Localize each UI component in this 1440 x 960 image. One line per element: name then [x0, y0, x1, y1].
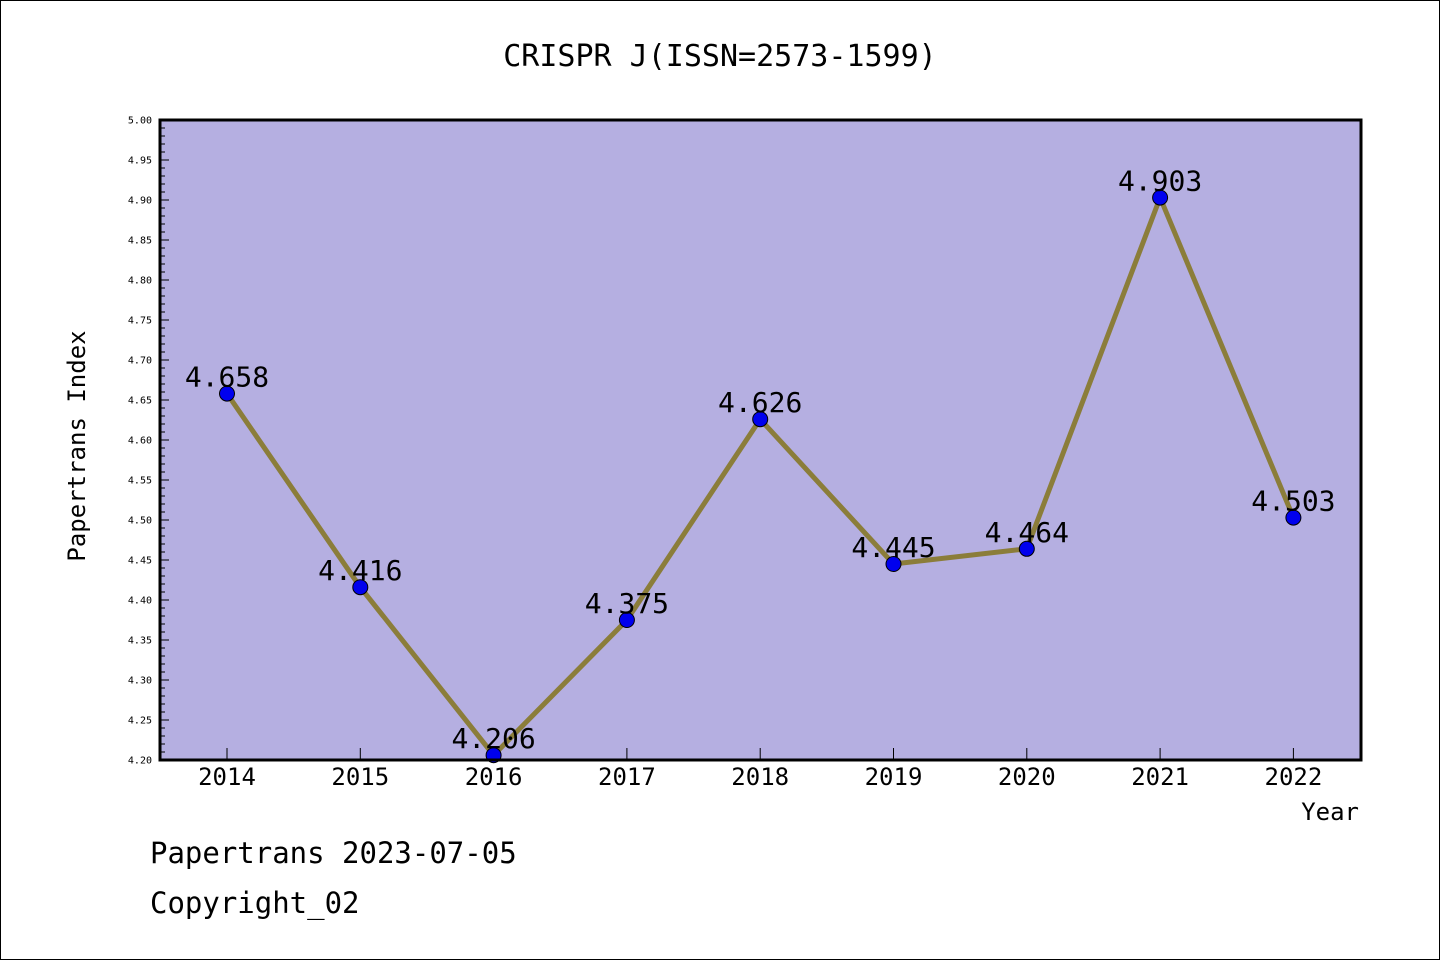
- y-axis-ticks: 4.20 4.25 4.30 4.35 4.40 4.45 4.50 4.55 4.60 4.65…: [128, 116, 169, 767]
- data-point: [1285, 509, 1302, 526]
- y-tick-label: 4.35: [128, 636, 152, 647]
- data-label: 4.375: [585, 587, 669, 620]
- data-label: 4.503: [1251, 485, 1335, 518]
- x-tick-label: 2015: [331, 763, 389, 791]
- data-point: [219, 385, 235, 402]
- plot-area: [160, 120, 1361, 760]
- data-labels: 4.658 4.416 4.206 4.375 4.626 4.445 4.464 4.903…: [185, 165, 1336, 756]
- y-axis-label: Papertrans Index: [63, 330, 91, 561]
- y-tick-label: 4.40: [128, 596, 152, 607]
- x-tick-label: 2014: [198, 763, 256, 791]
- data-label: 4.416: [318, 554, 402, 587]
- data-label: 4.658: [185, 361, 269, 394]
- data-point: [752, 411, 769, 428]
- x-tick-label: 2020: [998, 763, 1056, 791]
- x-tick-label: 2019: [865, 763, 923, 791]
- data-label: 4.206: [451, 722, 535, 755]
- data-point: [1152, 189, 1169, 206]
- x-axis-ticks: 2014 2015 2016 2017 2018 2019 2020 2021 2022: [198, 748, 1322, 791]
- footer-copyright-text: Copyright_02: [150, 886, 360, 920]
- y-tick-label: 4.90: [128, 196, 152, 207]
- footer-date-text: Papertrans 2023-07-05: [150, 836, 517, 870]
- y-tick-label: 4.95: [128, 156, 152, 167]
- x-tick-label: 2018: [731, 763, 789, 791]
- data-point: [885, 556, 902, 572]
- y-tick-label: 4.50: [128, 516, 152, 527]
- x-axis-label: Year: [1301, 798, 1359, 826]
- data-point: [618, 612, 635, 628]
- data-point: [1018, 540, 1035, 557]
- y-tick-label: 4.20: [128, 756, 152, 767]
- y-tick-label: 4.80: [128, 276, 152, 287]
- data-label: 4.903: [1118, 165, 1202, 198]
- y-tick-label: 4.55: [128, 476, 152, 487]
- data-point: [352, 579, 369, 596]
- y-tick-label: 4.45: [128, 556, 152, 567]
- plot-border: [158, 118, 1363, 762]
- y-tick-label: 4.30: [128, 676, 152, 687]
- x-tick-label: 2021: [1131, 763, 1189, 791]
- y-tick-label: 4.65: [128, 396, 152, 407]
- x-tick-label: 2022: [1265, 763, 1323, 791]
- data-markers: [219, 189, 1302, 764]
- y-tick-label: 5.00: [128, 116, 152, 127]
- y-tick-label: 4.25: [128, 716, 152, 727]
- x-tick-label: 2017: [598, 763, 656, 791]
- data-label: 4.464: [985, 516, 1069, 549]
- y-tick-label: 4.85: [128, 236, 152, 247]
- y-tick-label: 4.60: [128, 436, 152, 447]
- data-label: 4.626: [718, 386, 802, 419]
- data-label: 4.445: [851, 531, 935, 564]
- chart-title: CRISPR J(ISSN=2573-1599): [503, 39, 936, 74]
- y-tick-label: 4.70: [128, 356, 152, 367]
- x-tick-label: 2016: [465, 763, 523, 791]
- y-tick-label: 4.75: [128, 316, 152, 327]
